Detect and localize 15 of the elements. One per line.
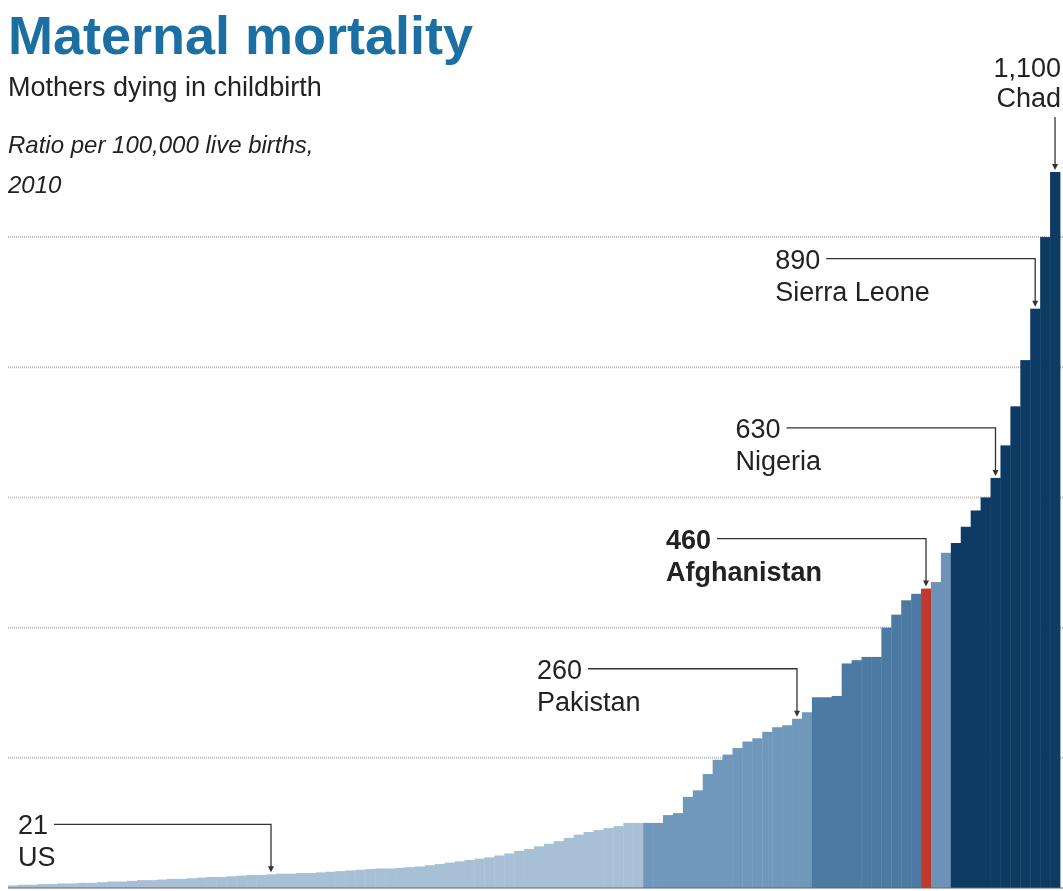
data-label: 890: [775, 244, 821, 275]
data-label: 1,100: [993, 53, 1061, 83]
annotation: Afghanistan: [666, 556, 823, 587]
data-label: 260: [537, 654, 583, 685]
annotation: Sierra Leone: [775, 276, 930, 307]
data-label: 630: [735, 413, 781, 444]
annotation: Pakistan: [537, 686, 641, 717]
annotation: US: [18, 842, 56, 873]
data-label: 460: [666, 524, 712, 555]
data-label: 21: [18, 810, 49, 841]
chart-title: Maternal mortality: [8, 5, 474, 65]
text: Chad: [996, 83, 1061, 113]
chart-subtitle: Mothers dying in childbirth: [8, 72, 322, 102]
y-axis-title: Ratio per 100,000 live births, 2010: [7, 131, 314, 198]
annotation: Nigeria: [735, 445, 823, 476]
